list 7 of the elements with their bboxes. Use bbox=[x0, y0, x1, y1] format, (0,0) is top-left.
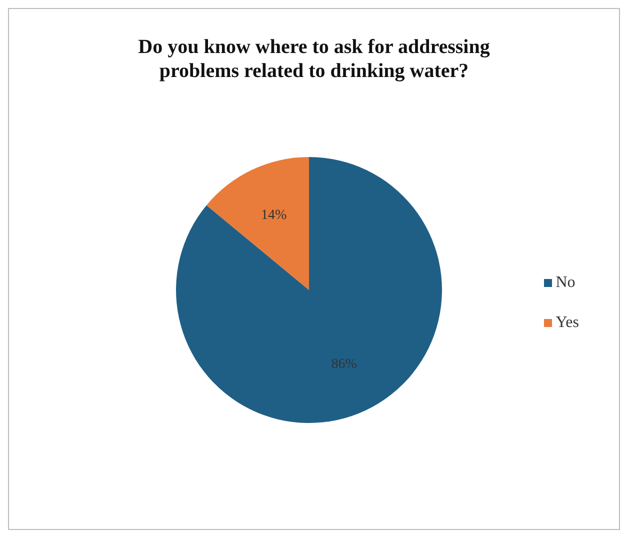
data-label: 86% bbox=[331, 357, 358, 372]
chart-title: Do you know where to ask for addressing problems related to drinking water? bbox=[137, 35, 491, 83]
legend-label: Yes bbox=[556, 314, 579, 331]
legend-label: No bbox=[556, 274, 576, 291]
pie-slice bbox=[176, 157, 442, 423]
data-label: 14% bbox=[261, 208, 288, 223]
pie-slice bbox=[206, 157, 309, 290]
